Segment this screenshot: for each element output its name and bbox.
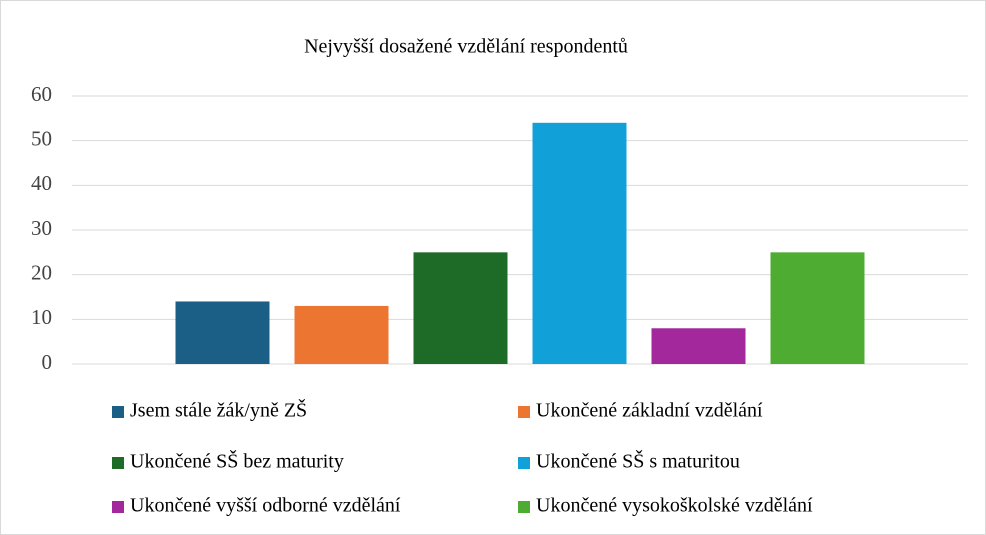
bar: [651, 328, 746, 364]
legend-swatch: [518, 406, 530, 418]
legend-swatch: [518, 457, 530, 469]
legend-label: Ukončené vysokoškolské vzdělání: [536, 495, 813, 517]
y-tick-label: 30: [31, 216, 52, 240]
bar: [413, 252, 508, 364]
bar: [175, 301, 270, 364]
y-tick-label: 60: [31, 82, 52, 106]
legend-swatch: [112, 457, 124, 469]
y-tick-label: 0: [42, 350, 53, 374]
legend-label: Jsem stále žák/yně ZŠ: [130, 398, 307, 422]
y-tick-label: 10: [31, 305, 52, 329]
legend-label: Ukončené základní vzdělání: [536, 400, 763, 422]
y-tick-label: 50: [31, 126, 52, 150]
bar: [532, 122, 627, 364]
legend-label: Ukončené vyšší odborné vzdělání: [130, 495, 401, 517]
y-tick-label: 20: [31, 260, 52, 284]
bar: [294, 305, 389, 364]
bar: [770, 252, 865, 364]
chart-title: Nejvyšší dosažené vzdělání respondentů: [304, 36, 628, 58]
legend-label: Ukončené SŠ bez maturity: [130, 449, 344, 473]
y-tick-label: 40: [31, 171, 52, 195]
legend-swatch: [518, 501, 530, 513]
legend-swatch: [112, 501, 124, 513]
legend-swatch: [112, 406, 124, 418]
legend-label: Ukončené SŠ s maturitou: [536, 449, 740, 473]
